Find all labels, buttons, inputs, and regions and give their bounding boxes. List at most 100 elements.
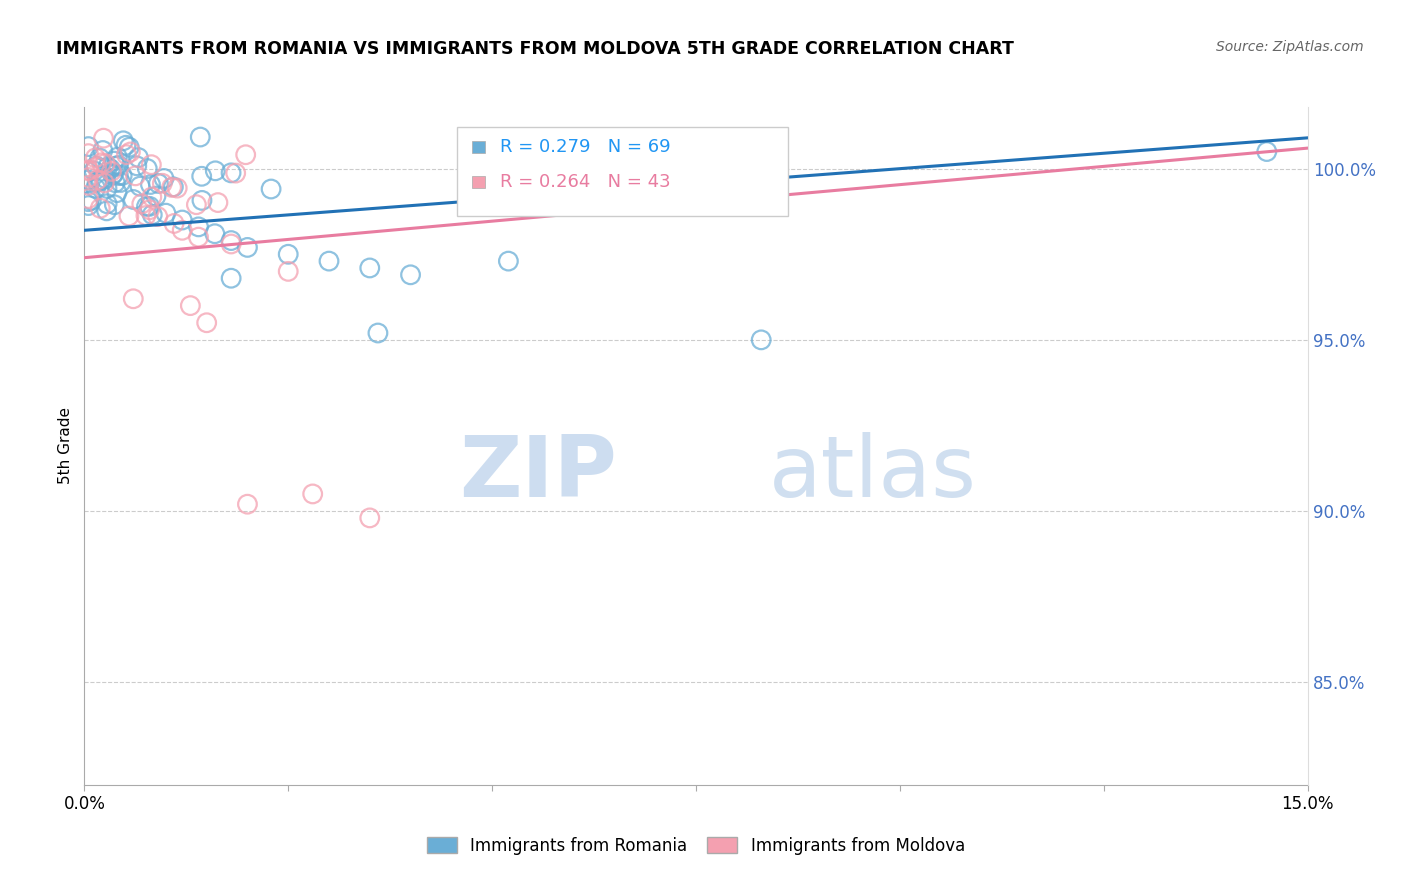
Point [105,159,128,173]
Point [100,161,122,176]
Point [96,181,118,195]
Point [127,151,149,165]
Point [219,166,242,180]
Point [96,203,118,218]
Point [86,160,108,174]
Point [141,190,163,204]
Text: R = 0.264   N = 43: R = 0.264 N = 43 [501,173,671,191]
Text: atlas: atlas [769,432,977,515]
Point [93,131,115,145]
Point [190,169,212,184]
Point [188,130,211,145]
Point [80,194,103,208]
Point [277,247,299,261]
Point [163,217,186,231]
Y-axis label: 5th Grade: 5th Grade [58,408,73,484]
Point [110,176,132,190]
Point [1256,145,1278,159]
Point [138,202,160,217]
Point [77,163,100,178]
Point [112,134,135,148]
Point [136,161,159,176]
Point [139,178,162,192]
Point [146,210,169,224]
Point [83,164,105,178]
Point [103,198,125,212]
Point [162,179,184,194]
Point [115,138,138,153]
Point [100,164,122,178]
Point [104,176,127,190]
Point [107,169,129,183]
Point [77,162,100,177]
Point [115,147,138,161]
Point [105,150,128,164]
Point [93,176,115,190]
Point [89,201,111,215]
Point [90,172,112,186]
Point [91,144,114,158]
Point [86,173,108,187]
Text: R = 0.279   N = 69: R = 0.279 N = 69 [501,138,671,156]
Text: Source: ZipAtlas.com: Source: ZipAtlas.com [1216,40,1364,54]
Point [94,156,117,170]
Point [135,209,157,223]
Point [77,178,100,193]
Point [77,192,100,206]
Point [122,193,145,207]
Point [186,197,208,211]
Point [77,146,100,161]
Point [187,230,209,244]
Point [90,156,112,170]
Point [148,177,170,191]
Point [135,199,157,213]
Point [94,171,117,186]
Point [359,511,381,525]
Point [749,333,772,347]
Point [225,166,247,180]
Point [301,487,323,501]
Point [219,271,242,285]
Point [138,199,160,213]
Point [111,169,134,183]
Point [150,176,173,190]
Point [219,237,242,252]
Point [103,166,125,180]
Point [84,151,107,165]
Text: IMMIGRANTS FROM ROMANIA VS IMMIGRANTS FROM MOLDOVA 5TH GRADE CORRELATION CHART: IMMIGRANTS FROM ROMANIA VS IMMIGRANTS FR… [56,40,1014,58]
Point [236,497,259,511]
Point [118,209,141,223]
Point [277,264,299,278]
FancyBboxPatch shape [457,128,787,216]
Point [96,196,118,211]
Point [160,180,183,194]
Point [153,171,176,186]
Point [77,173,100,187]
Point [89,151,111,165]
Point [235,147,257,161]
Point [97,160,120,174]
Point [172,213,194,227]
Point [359,260,381,275]
Point [219,234,242,248]
Point [77,198,100,212]
Point [191,194,214,208]
Point [141,208,163,222]
Legend: Immigrants from Romania, Immigrants from Moldova: Immigrants from Romania, Immigrants from… [427,837,965,855]
Point [207,195,229,210]
Point [107,158,129,172]
Point [129,179,152,194]
Point [260,182,283,196]
Point [120,145,142,159]
Point [105,186,128,200]
Point [84,159,107,173]
Point [367,326,389,340]
Text: ZIP: ZIP [458,432,616,515]
Point [145,189,167,203]
Point [399,268,422,282]
Point [204,227,226,241]
Point [89,174,111,188]
Point [195,316,218,330]
FancyBboxPatch shape [472,141,485,153]
Point [166,181,188,195]
